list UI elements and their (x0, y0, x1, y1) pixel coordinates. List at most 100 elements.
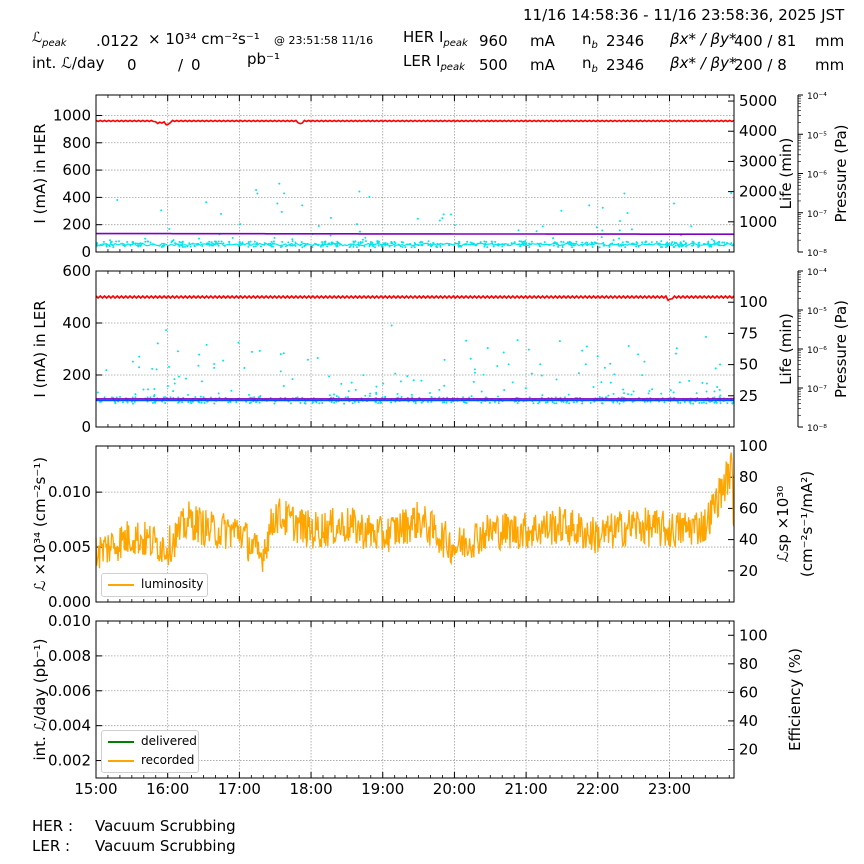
lifetime-point (660, 240, 663, 243)
lifetime-point (227, 240, 230, 243)
lifetime-point (336, 245, 339, 248)
lifetime-point (247, 245, 250, 248)
x-tick-label: 17:00 (218, 780, 261, 798)
lifetime-point (147, 388, 150, 391)
lifetime-point (259, 245, 262, 248)
ler-status-value: Vacuum Scrubbing (95, 837, 236, 855)
pressure-tick-label: 10⁻⁵ (807, 307, 827, 317)
lifetime-point (497, 395, 500, 398)
lifetime-point (607, 394, 610, 397)
lifetime-point (700, 401, 703, 404)
x-tick-label: 23:00 (648, 780, 691, 798)
lifetime-point (552, 244, 555, 247)
lifetime-point (502, 351, 505, 354)
lifetime-point (679, 244, 682, 247)
lifetime-point (252, 245, 255, 248)
y-tick-label: 0.008 (48, 647, 91, 665)
lifetime-point (621, 241, 624, 244)
x-tick-label: 18:00 (289, 780, 332, 798)
lifetime-point (394, 242, 397, 245)
lifetime-point (492, 245, 495, 248)
lifetime-point (363, 245, 366, 248)
lifetime-point (698, 401, 701, 404)
x-tick-label: 20:00 (433, 780, 476, 798)
lifetime-point (555, 402, 558, 405)
lifetime-point (118, 240, 121, 243)
lpeak-value: .0122 (96, 32, 139, 50)
lifetime-point (283, 192, 286, 195)
lifetime-point (420, 379, 423, 382)
lifetime-point (616, 400, 619, 403)
lifetime-point (501, 245, 504, 248)
lifetime-point (528, 242, 531, 245)
her-series-line (96, 232, 735, 236)
lifetime-point (245, 400, 248, 403)
lifetime-point (673, 202, 676, 205)
lifetime-point (539, 363, 542, 366)
lifetime-point (561, 246, 564, 249)
lifetime-point (598, 395, 601, 398)
lifetime-point (413, 242, 416, 245)
lifetime-point (539, 245, 542, 248)
lifetime-point (220, 212, 223, 215)
y-tick-label: 1000 (53, 106, 91, 124)
lifetime-point (317, 225, 320, 228)
y-tick-label: 0 (81, 418, 91, 436)
intl-value-recorded: 0 (191, 56, 201, 74)
lifetime-point (690, 225, 693, 228)
lifetime-point (630, 228, 633, 231)
lifetime-point (677, 401, 680, 404)
lifetime-point (446, 396, 449, 399)
lifetime-point (619, 219, 622, 222)
lifetime-point (136, 242, 139, 245)
lifetime-point (205, 201, 208, 204)
lifetime-point (435, 245, 438, 248)
lifetime-point (333, 393, 336, 396)
y-tick-label: 400 (62, 188, 91, 206)
lifetime-point (528, 246, 531, 249)
lifetime-point (211, 244, 214, 247)
lifetime-point (480, 390, 483, 393)
lifetime-point (730, 242, 733, 245)
y-axis-label: ℒ ×10³⁴ (cm⁻²s⁻¹) (31, 457, 49, 591)
lifetime-point (484, 396, 487, 399)
y-tick-label: 0.000 (48, 593, 91, 611)
lifetime-point (637, 245, 640, 248)
lifetime-point (546, 401, 549, 404)
lifetime-point (608, 245, 611, 248)
lifetime-point (710, 238, 713, 241)
lifetime-point (374, 246, 377, 249)
lifetime-point (466, 240, 469, 243)
lifetime-point (655, 240, 658, 243)
lifetime-point (168, 365, 171, 368)
lifetime-point (560, 240, 563, 243)
lifetime-point (441, 217, 444, 220)
lifetime-point (323, 241, 326, 244)
her-ipeak-label: HER Ipeak (403, 28, 468, 49)
lifetime-point (623, 392, 626, 395)
lifetime-point (253, 240, 256, 243)
lifetime-point (185, 377, 188, 380)
lifetime-point (674, 244, 677, 247)
lifetime-point (577, 372, 580, 375)
lifetime-point (714, 367, 717, 370)
lifetime-point (443, 401, 446, 404)
lifetime-point (682, 240, 685, 243)
lifetime-point (430, 400, 433, 403)
lifetime-point (278, 182, 281, 185)
lifetime-point (411, 396, 414, 399)
lifetime-point (173, 378, 176, 381)
lpeak-timestamp: @ 23:51:58 11/16 (274, 34, 374, 47)
lifetime-point (164, 402, 167, 405)
x-tick-label: 22:00 (576, 780, 619, 798)
lifetime-point (113, 400, 116, 403)
lifetime-point (420, 240, 423, 243)
pressure-tick-label: 10⁻⁶ (807, 171, 827, 181)
lifetime-point (350, 381, 353, 384)
lifetime-point (231, 236, 234, 239)
lifetime-point (247, 240, 250, 243)
lifetime-point (154, 401, 157, 404)
lifetime-point (612, 239, 615, 242)
lsp-axis-label-2: (cm⁻²s⁻¹/mA²) (798, 471, 816, 577)
